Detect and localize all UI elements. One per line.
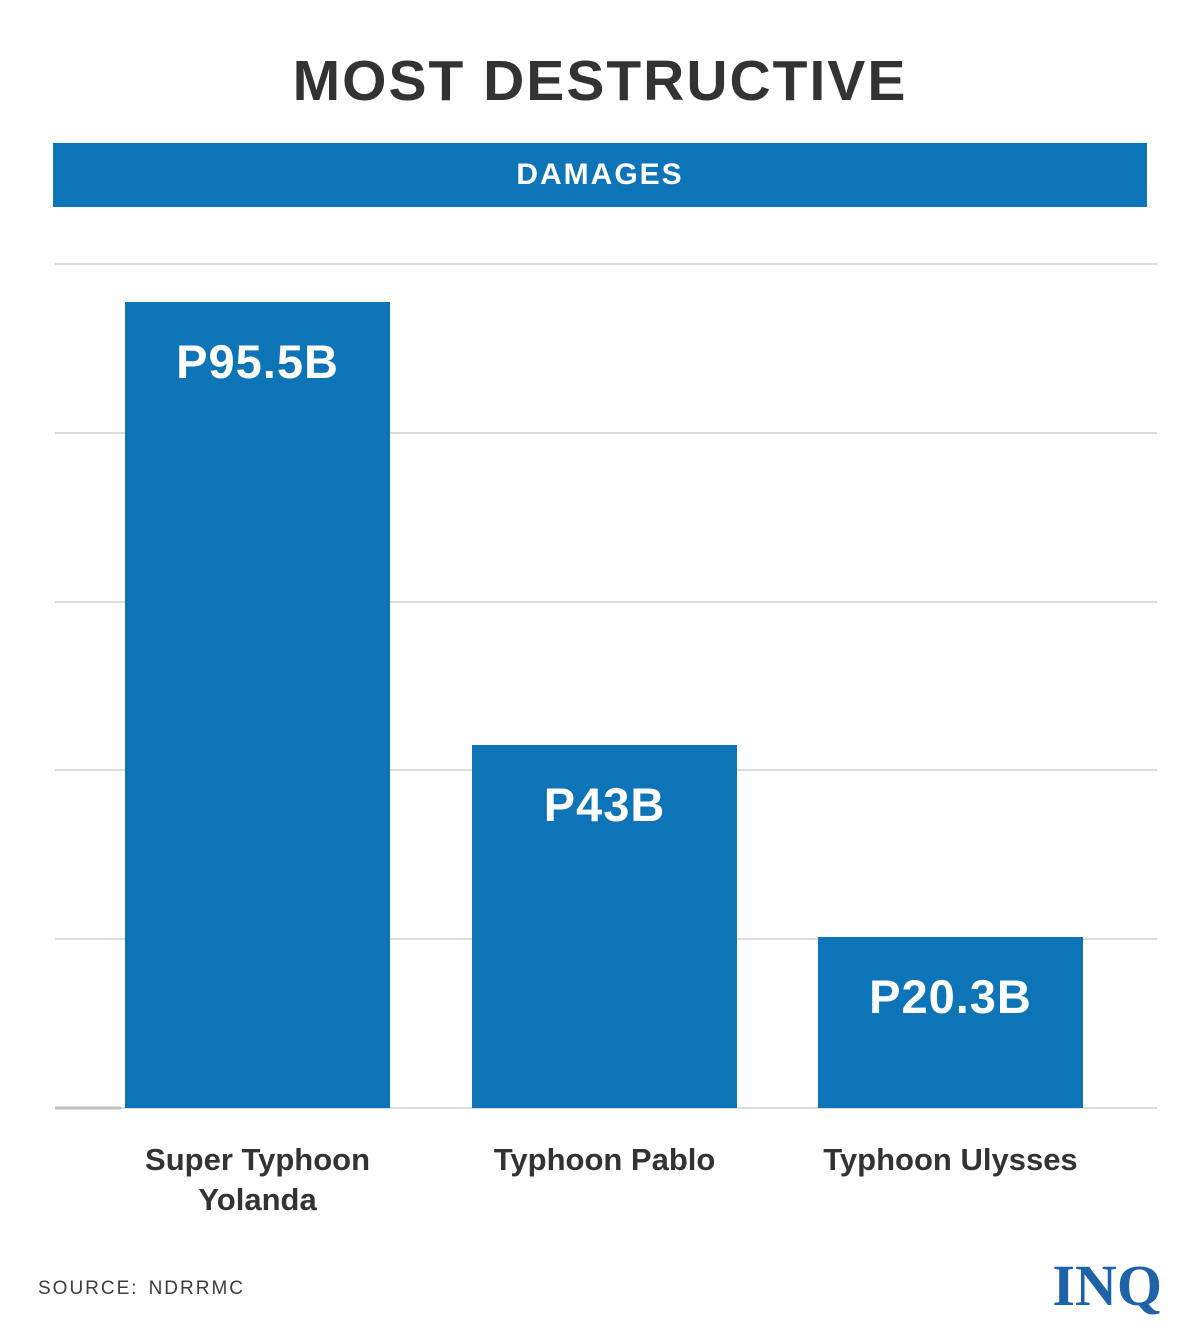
source-value: NDRRMC (148, 1278, 246, 1299)
gridline (55, 1107, 1157, 1109)
banner-label: DAMAGES (516, 158, 684, 191)
gridline (55, 263, 1157, 265)
category-label: Typhoon Ulysses (823, 1142, 1078, 1177)
gridline (55, 600, 1157, 603)
bar-3: P20.3B (817, 936, 1083, 1108)
bar-value-label: P43B (543, 778, 666, 832)
bar-2: P43B (472, 745, 738, 1108)
bar-value-label: P95.5B (176, 334, 339, 388)
inq-logo: INQ (1052, 1253, 1162, 1318)
category-label: Super Typhoon Yolanda (145, 1142, 371, 1218)
category-label-row: Super Typhoon Yolanda Typhoon Pablo Typhoo… (55, 1140, 1157, 1250)
page-title: MOST DESTRUCTIVE (292, 49, 908, 113)
source-note: SOURCE: NDRRMC (38, 1278, 245, 1300)
bar-value-label: P20.3B (869, 969, 1032, 1023)
category-label: Typhoon Pablo (493, 1142, 716, 1177)
source-label: SOURCE: (38, 1278, 139, 1299)
gridline (55, 431, 1157, 434)
damages-banner: DAMAGES (53, 143, 1147, 207)
bar-1: P95.5B (125, 301, 391, 1108)
bar-chart-plot-area: P95.5B P43B P20.3B (55, 263, 1157, 1110)
axis-tick (55, 1106, 121, 1110)
